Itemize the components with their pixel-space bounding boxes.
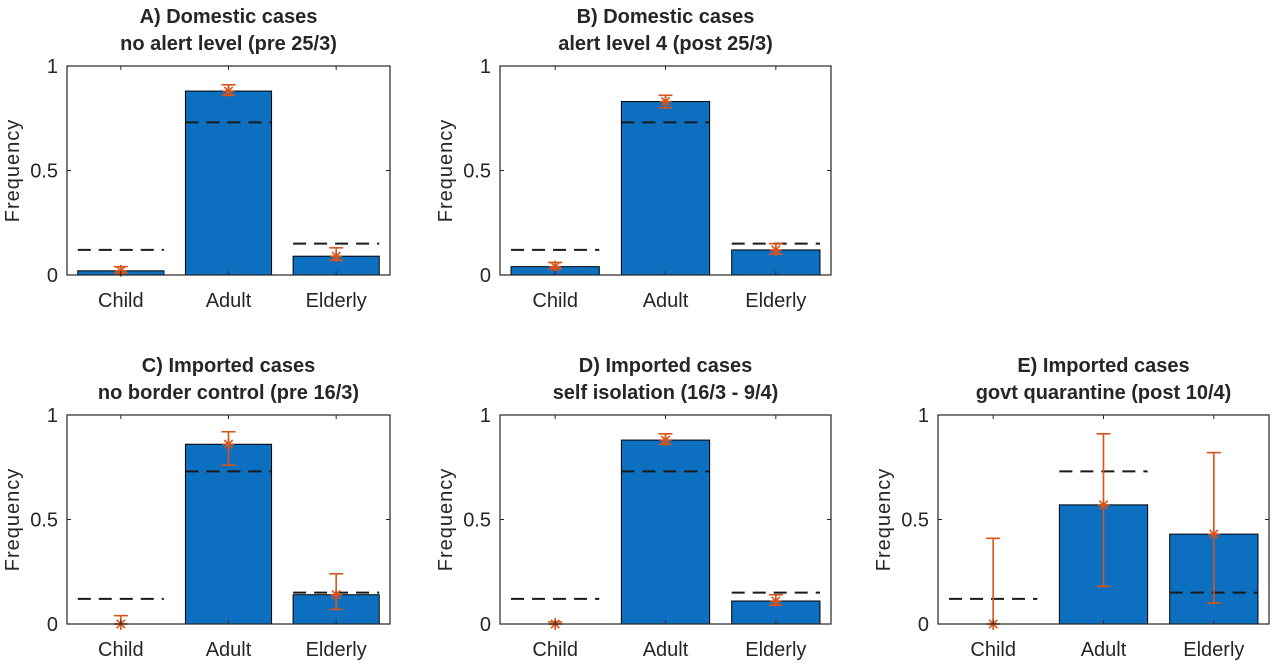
- y-tick-label: 0.5: [463, 510, 491, 532]
- y-tick-label: 1: [918, 405, 929, 427]
- chart-panel-4: E) Imported cases govt quarantine (post 1…: [873, 355, 1270, 661]
- x-tick-label-child: Child: [98, 290, 144, 312]
- bar-adult: [620, 439, 711, 625]
- y-tick-label: 1: [47, 405, 58, 427]
- chart-title: C) Imported cases: [142, 355, 315, 377]
- marker-adult: [222, 85, 235, 98]
- x-tick-label-adult: Adult: [206, 639, 252, 661]
- chart-subtitle: alert level 4 (post 25/3): [558, 33, 773, 55]
- x-tick-label-child: Child: [532, 639, 578, 661]
- chart-title: B) Domestic cases: [577, 6, 755, 28]
- y-axis-label: Frequency: [2, 468, 24, 572]
- marker-elderly: [1207, 528, 1220, 541]
- y-axis-label: Frequency: [435, 119, 457, 223]
- marker-child: [549, 260, 562, 273]
- x-tick-label-adult: Adult: [1081, 639, 1127, 661]
- y-tick-label: 1: [480, 56, 491, 78]
- marker-elderly: [330, 250, 343, 263]
- y-tick-label: 0: [480, 614, 491, 636]
- y-tick-label: 0: [47, 614, 58, 636]
- y-axis-label: Frequency: [435, 468, 457, 572]
- marker-child: [114, 264, 127, 277]
- marker-adult: [1097, 498, 1110, 511]
- error-bar-child: [986, 537, 1001, 625]
- x-tick-label-adult: Adult: [206, 290, 252, 312]
- chart-panel-2: C) Imported cases no border control (pre …: [2, 355, 391, 661]
- x-tick-label-elderly: Elderly: [1183, 639, 1244, 661]
- chart-subtitle: no alert level (pre 25/3): [120, 33, 337, 55]
- chart-panel-3: D) Imported cases self isolation (16/3 - …: [435, 355, 832, 661]
- x-tick-label-child: Child: [532, 290, 578, 312]
- chart-panel-0: A) Domestic cases no alert level (pre 25/…: [2, 6, 391, 312]
- marker-adult: [659, 434, 672, 447]
- x-tick-label-child: Child: [98, 639, 144, 661]
- y-tick-label: 0.5: [30, 161, 58, 183]
- x-tick-label-elderly: Elderly: [745, 639, 806, 661]
- bar-adult: [184, 90, 273, 276]
- y-tick-label: 0: [480, 265, 491, 287]
- y-tick-label: 1: [480, 405, 491, 427]
- bar-adult: [620, 101, 711, 276]
- chart-title: A) Domestic cases: [140, 6, 318, 28]
- marker-elderly: [769, 595, 782, 608]
- y-axis-label: Frequency: [873, 468, 895, 572]
- y-axis-label: Frequency: [2, 119, 24, 223]
- marker-elderly: [330, 588, 343, 601]
- chart-subtitle: govt quarantine (post 10/4): [976, 382, 1232, 404]
- y-tick-label: 0: [918, 614, 929, 636]
- chart-subtitle: no border control (pre 16/3): [98, 382, 359, 404]
- y-tick-label: 0: [47, 265, 58, 287]
- error-bar-elderly: [1206, 451, 1221, 604]
- y-tick-label: 0.5: [901, 510, 929, 532]
- x-tick-label-adult: Adult: [643, 639, 689, 661]
- chart-subtitle: self isolation (16/3 - 9/4): [553, 382, 779, 404]
- x-tick-label-elderly: Elderly: [306, 639, 367, 661]
- chart-title: D) Imported cases: [579, 355, 752, 377]
- marker-adult: [222, 438, 235, 451]
- x-tick-label-elderly: Elderly: [306, 290, 367, 312]
- x-tick-label-elderly: Elderly: [745, 290, 806, 312]
- marker-adult: [659, 95, 672, 108]
- y-tick-label: 0.5: [30, 510, 58, 532]
- y-tick-label: 0.5: [463, 161, 491, 183]
- chart-title: E) Imported cases: [1017, 355, 1189, 377]
- x-tick-label-child: Child: [970, 639, 1016, 661]
- x-tick-label-adult: Adult: [643, 290, 689, 312]
- marker-elderly: [769, 243, 782, 256]
- chart-panel-1: B) Domestic cases alert level 4 (post 25/…: [435, 6, 832, 312]
- y-tick-label: 1: [47, 56, 58, 78]
